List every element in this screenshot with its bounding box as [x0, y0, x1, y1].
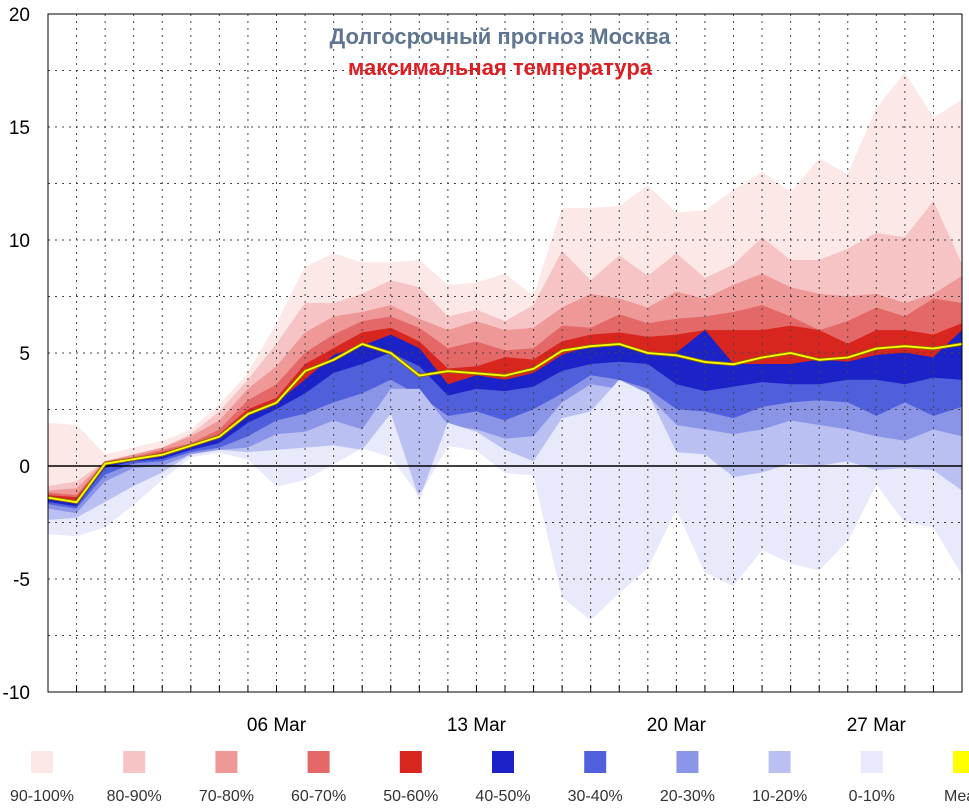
legend-swatch	[768, 751, 791, 773]
legend-swatch	[399, 751, 422, 773]
y-tick-label: -5	[13, 570, 30, 591]
y-tick-label: -10	[3, 683, 30, 704]
legend-label: 70-80%	[199, 788, 254, 805]
legend-label: 30-40%	[568, 788, 623, 805]
y-tick-label: 10	[9, 231, 30, 252]
plot-frame	[47, 13, 963, 693]
legend-swatch	[860, 751, 883, 773]
legend-label: 0-10%	[849, 788, 895, 805]
y-axis-ticks: -10 -5 0 5 10 15 20	[3, 5, 30, 704]
legend: 90-100% 80-90% 70-80% 60-70% 50-60% 40-50% 30-…	[10, 751, 969, 805]
y-tick-label: 0	[19, 457, 30, 478]
legend-swatch	[123, 751, 146, 773]
legend-swatch	[31, 751, 53, 773]
legend-label: 40-50%	[475, 788, 530, 805]
mean-line	[47, 342, 963, 504]
legend-label: 50-60%	[383, 788, 438, 805]
legend-swatch	[953, 751, 969, 773]
legend-label: 10-20%	[752, 788, 807, 805]
y-tick-label: 5	[19, 344, 30, 365]
legend-label: 80-90%	[107, 788, 162, 805]
x-tick-label: 20 Mar	[647, 715, 707, 736]
legend-swatch	[307, 751, 330, 773]
chart-subtitle: максимальная температура	[348, 55, 653, 80]
legend-label: 20-30%	[660, 788, 715, 805]
legend-label: Mean	[944, 788, 969, 805]
x-tick-label: 27 Mar	[847, 715, 907, 736]
legend-swatch	[492, 751, 514, 773]
x-axis-ticks: 06 Mar 13 Mar 20 Mar 27 Mar	[247, 715, 907, 736]
y-tick-label: 20	[9, 5, 30, 26]
mean-line-path	[47, 343, 963, 504]
y-tick-label: 15	[9, 118, 30, 139]
x-tick-label: 06 Mar	[247, 715, 307, 736]
grid-lines	[48, 14, 962, 692]
x-tick-label: 13 Mar	[447, 715, 507, 736]
chart-title: Долгосрочный прогноз Москва	[330, 24, 672, 49]
legend-swatch	[215, 751, 238, 773]
legend-swatch	[584, 751, 607, 773]
legend-label: 90-100%	[10, 788, 74, 805]
legend-swatch	[676, 751, 699, 773]
legend-label: 60-70%	[291, 788, 346, 805]
